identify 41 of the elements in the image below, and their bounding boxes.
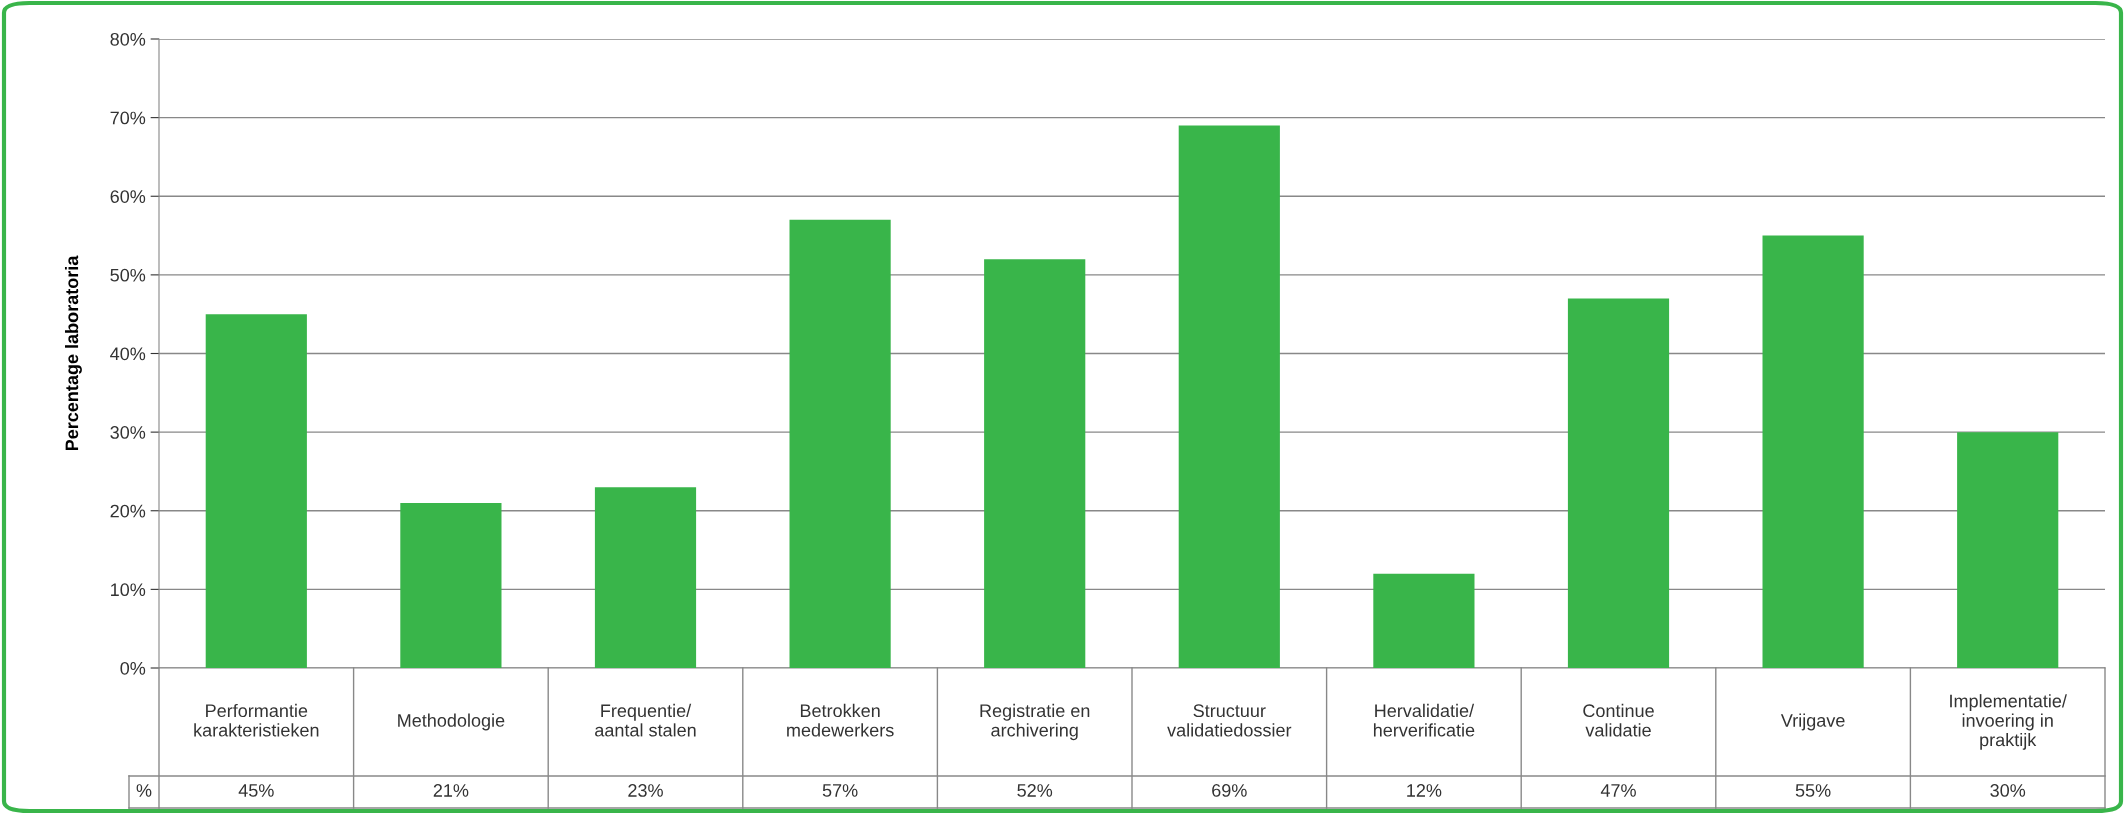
y-tick-label: 20% — [110, 504, 146, 518]
y-tick-label: 50% — [110, 268, 146, 282]
x-tick-label: Continue validatie — [1583, 703, 1654, 737]
y-tick-label: 40% — [110, 347, 146, 361]
y-tick-label: 80% — [110, 32, 146, 46]
bar — [984, 259, 1086, 668]
bar — [1762, 235, 1864, 668]
data-label: 55% — [1795, 784, 1831, 797]
y-tick-label: 0% — [120, 661, 146, 675]
x-tick-label: Performantie karakteristieken — [194, 703, 319, 737]
x-tick-label: Hervalidatie/ herverificatie — [1373, 703, 1475, 737]
bar — [1567, 298, 1670, 668]
x-tick-label: Methodologie — [398, 713, 505, 731]
x-tick-label: Implementatie/ invoering in praktijk — [1950, 694, 2067, 750]
y-axis-title: Percentage laboratoria — [64, 255, 82, 451]
data-label: 12% — [1407, 784, 1442, 797]
bar — [1957, 432, 2059, 668]
data-label: 69% — [1212, 784, 1247, 797]
text: % — [136, 784, 152, 797]
x-tick-label: Frequentie/ aantal stalen — [595, 703, 696, 737]
x-tick-label: Registratie en archivering — [980, 703, 1090, 741]
data-label: 30% — [1990, 784, 2026, 797]
x-tick-label: Structuur validatiedossier — [1167, 704, 1292, 737]
y-tick-label: 30% — [110, 426, 146, 439]
bar — [789, 219, 891, 668]
y-tick-label: 70% — [110, 111, 146, 125]
bar — [400, 502, 502, 668]
bar — [1373, 573, 1475, 668]
x-tick-label: Vrijgave — [1780, 713, 1845, 731]
y-tick-label: 10% — [111, 583, 146, 597]
data-label: 47% — [1600, 784, 1636, 797]
data-label: 52% — [1017, 784, 1053, 797]
data-label: 21% — [433, 784, 469, 797]
bar — [1178, 125, 1280, 668]
data-label: 45% — [238, 784, 274, 797]
bar — [594, 487, 697, 668]
data-label: 23% — [628, 784, 663, 797]
y-tick-label: 60% — [110, 190, 146, 203]
x-tick-label: Betrokken medewerkers — [787, 703, 894, 737]
bar — [205, 314, 307, 668]
data-label: 57% — [822, 784, 858, 797]
